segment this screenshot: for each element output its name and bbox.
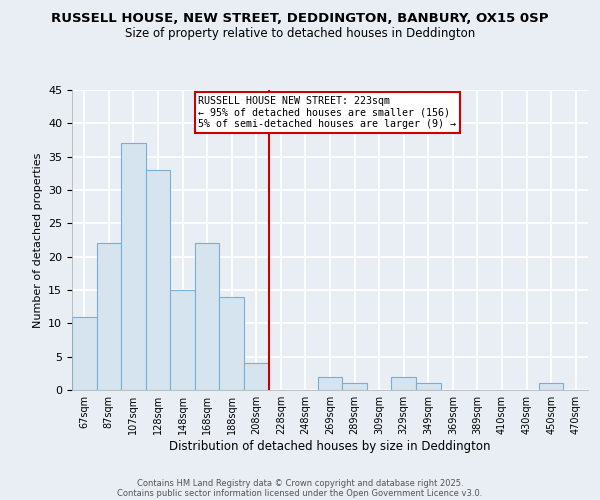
Text: Contains HM Land Registry data © Crown copyright and database right 2025.: Contains HM Land Registry data © Crown c… bbox=[137, 478, 463, 488]
Bar bbox=[342, 384, 367, 390]
Bar bbox=[72, 316, 97, 390]
Bar bbox=[170, 290, 195, 390]
Bar bbox=[318, 376, 342, 390]
Text: RUSSELL HOUSE, NEW STREET, DEDDINGTON, BANBURY, OX15 0SP: RUSSELL HOUSE, NEW STREET, DEDDINGTON, B… bbox=[51, 12, 549, 26]
Bar bbox=[416, 384, 440, 390]
Text: Size of property relative to detached houses in Deddington: Size of property relative to detached ho… bbox=[125, 28, 475, 40]
Bar bbox=[121, 144, 146, 390]
Text: Contains public sector information licensed under the Open Government Licence v3: Contains public sector information licen… bbox=[118, 488, 482, 498]
Bar bbox=[97, 244, 121, 390]
Text: RUSSELL HOUSE NEW STREET: 223sqm
← 95% of detached houses are smaller (156)
5% o: RUSSELL HOUSE NEW STREET: 223sqm ← 95% o… bbox=[199, 96, 457, 129]
Bar bbox=[195, 244, 220, 390]
Bar bbox=[539, 384, 563, 390]
Bar bbox=[220, 296, 244, 390]
Y-axis label: Number of detached properties: Number of detached properties bbox=[32, 152, 43, 328]
Bar bbox=[146, 170, 170, 390]
Bar bbox=[391, 376, 416, 390]
X-axis label: Distribution of detached houses by size in Deddington: Distribution of detached houses by size … bbox=[169, 440, 491, 453]
Bar bbox=[244, 364, 269, 390]
